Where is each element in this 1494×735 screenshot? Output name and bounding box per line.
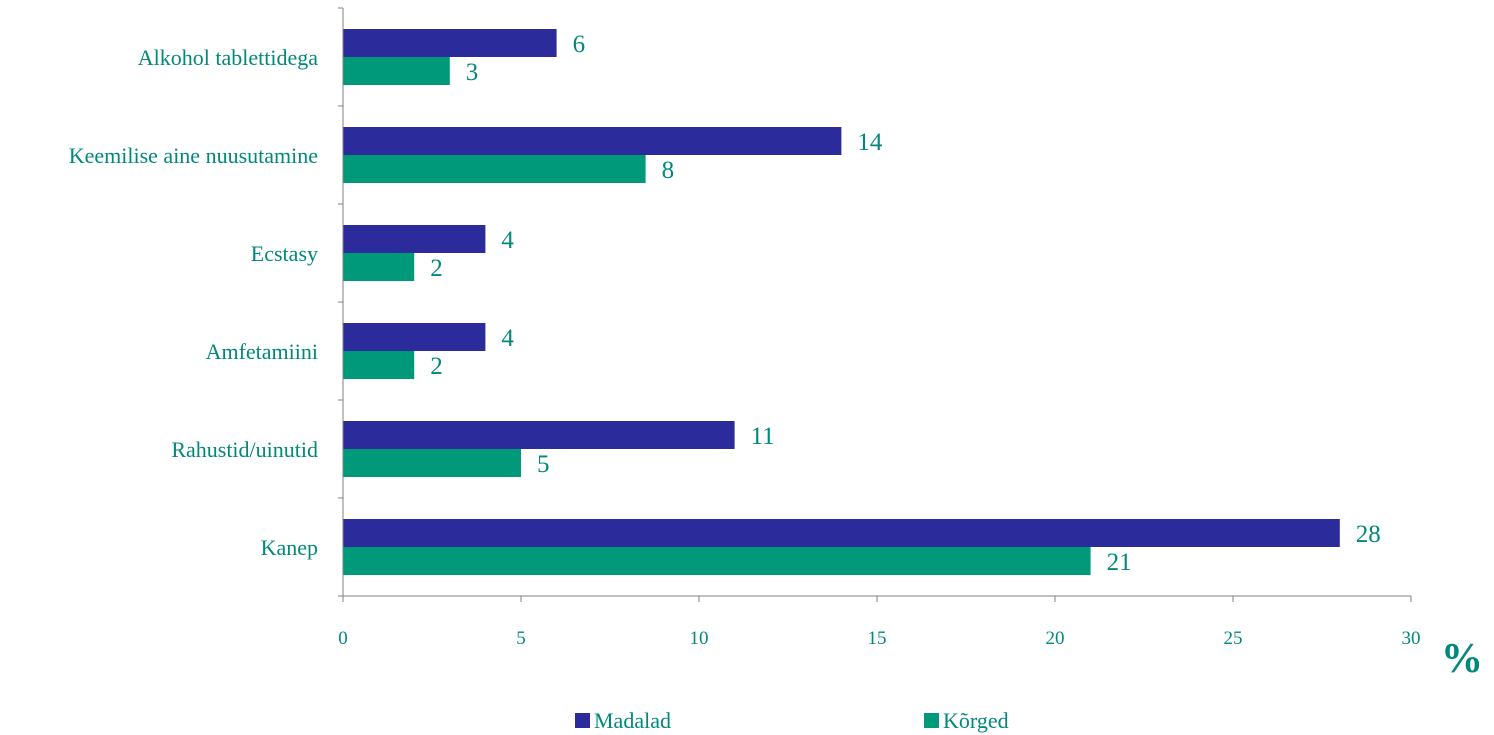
bar-madalad — [343, 127, 842, 155]
x-tick-label: 25 — [1224, 628, 1243, 649]
category-label: Ecstasy — [251, 241, 318, 266]
legend-swatch-madalad — [575, 713, 590, 728]
bar-kõrged — [343, 155, 646, 183]
bars-layer — [343, 29, 1340, 575]
category-label: Rahustid/uinutid — [171, 437, 318, 462]
bar-madalad — [343, 29, 557, 57]
data-label: 14 — [857, 129, 883, 156]
legend-swatch-kõrged — [924, 713, 939, 728]
data-label: 6 — [573, 31, 586, 58]
data-label: 4 — [501, 227, 514, 254]
bar-kõrged — [343, 351, 415, 379]
x-tick-label: 30 — [1402, 628, 1421, 649]
x-tick-label: 10 — [690, 628, 709, 649]
data-label: 2 — [430, 353, 443, 380]
legend-label-kõrged: Kõrged — [943, 708, 1009, 733]
labels-layer: Alkohol tablettidega 6 3 Keemilise aine nuu… — [69, 31, 1421, 649]
data-label: 3 — [466, 59, 479, 86]
x-tick-label: 0 — [338, 628, 348, 649]
bar-kõrged — [343, 57, 450, 85]
bar-madalad — [343, 225, 486, 253]
bar-madalad — [343, 421, 735, 449]
x-tick-label: 5 — [516, 628, 526, 649]
data-label: 8 — [662, 157, 675, 184]
category-label: Amfetamiini — [206, 339, 318, 364]
data-label: 4 — [501, 325, 514, 352]
axes-layer — [338, 7, 1412, 602]
data-label: 21 — [1107, 549, 1132, 576]
data-label: 11 — [751, 423, 775, 450]
category-label: Keemilise aine nuusutamine — [69, 143, 318, 168]
category-label: Kanep — [261, 535, 318, 560]
data-label: 28 — [1356, 521, 1381, 548]
category-label: Alkohol tablettidega — [138, 45, 318, 70]
bar-madalad — [343, 323, 486, 351]
x-tick-label: 20 — [1046, 628, 1065, 649]
bar-kõrged — [343, 449, 521, 477]
x-axis-unit-label: % — [1441, 636, 1483, 682]
data-label: 5 — [537, 451, 550, 478]
legend-label-madalad: Madalad — [594, 708, 671, 733]
legend: Madalad Kõrged — [575, 708, 1009, 733]
bar-kõrged — [343, 253, 415, 281]
bar-madalad — [343, 519, 1340, 547]
data-label: 2 — [430, 255, 443, 282]
bar-kõrged — [343, 547, 1091, 575]
x-tick-label: 15 — [868, 628, 887, 649]
